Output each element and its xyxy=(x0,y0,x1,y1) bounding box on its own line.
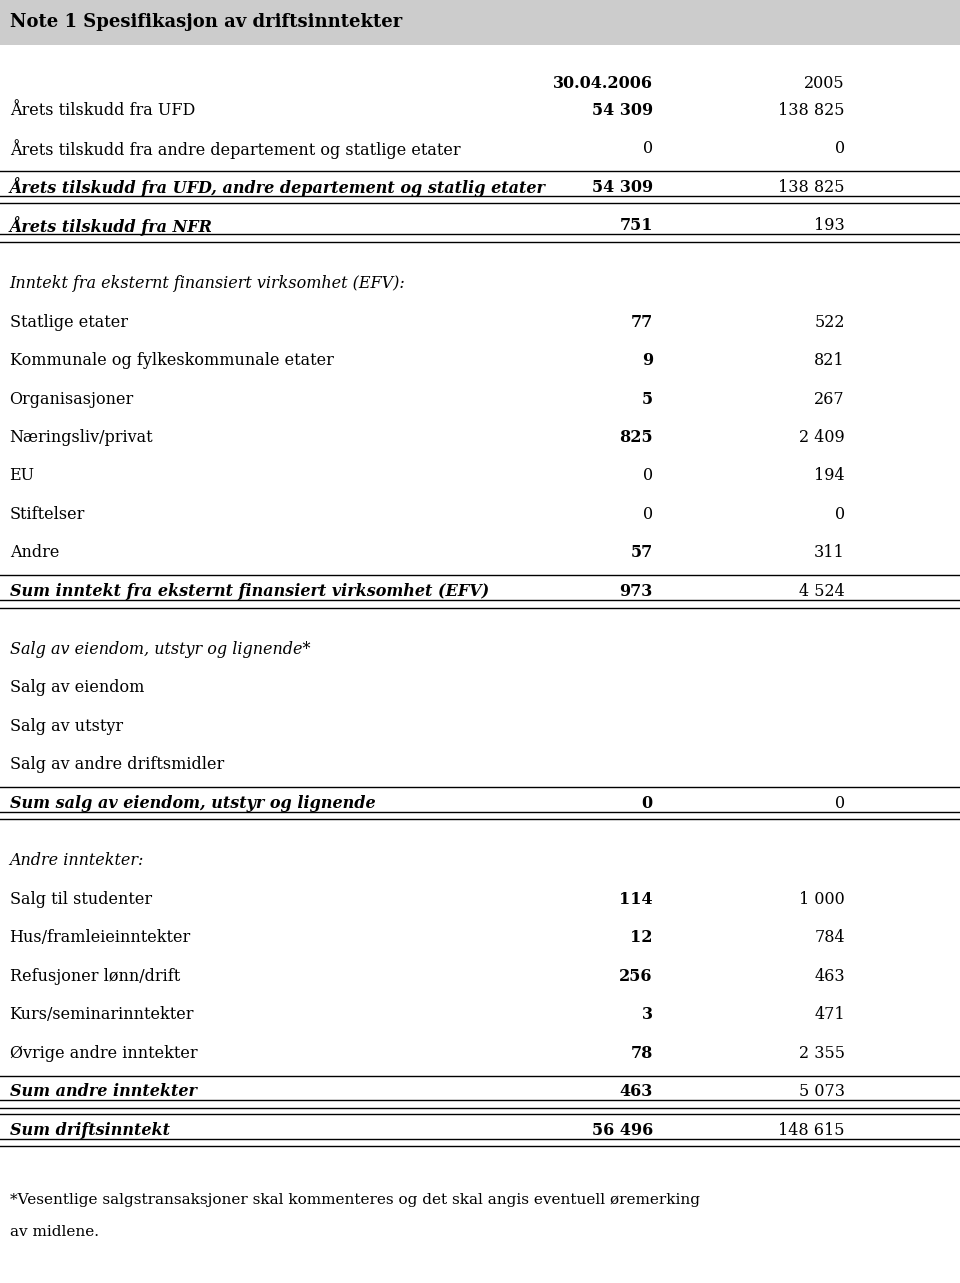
FancyBboxPatch shape xyxy=(0,0,960,45)
Text: 148 615: 148 615 xyxy=(779,1121,845,1139)
Text: Refusjoner lønn/drift: Refusjoner lønn/drift xyxy=(10,967,180,985)
Text: Statlige etater: Statlige etater xyxy=(10,313,128,331)
Text: Salg til studenter: Salg til studenter xyxy=(10,890,152,908)
Text: 471: 471 xyxy=(814,1006,845,1024)
Text: 0: 0 xyxy=(642,506,653,523)
Text: Årets tilskudd fra UFD: Årets tilskudd fra UFD xyxy=(10,101,195,119)
Text: 0: 0 xyxy=(834,794,845,812)
Text: Hus/framleieinntekter: Hus/framleieinntekter xyxy=(10,929,191,947)
Text: 463: 463 xyxy=(814,967,845,985)
Text: 5: 5 xyxy=(641,390,653,408)
Text: 0: 0 xyxy=(642,140,653,158)
Text: Stiftelser: Stiftelser xyxy=(10,506,85,523)
Text: 193: 193 xyxy=(814,217,845,235)
Text: Øvrige andre inntekter: Øvrige andre inntekter xyxy=(10,1044,197,1062)
Text: Årets tilskudd fra NFR: Årets tilskudd fra NFR xyxy=(10,216,212,236)
Text: Inntekt fra eksternt finansiert virksomhet (EFV):: Inntekt fra eksternt finansiert virksomh… xyxy=(10,275,405,293)
Text: Sum driftsinntekt: Sum driftsinntekt xyxy=(10,1121,170,1139)
Text: Salg av eiendom: Salg av eiendom xyxy=(10,679,144,697)
Text: 56 496: 56 496 xyxy=(591,1121,653,1139)
Text: EU: EU xyxy=(10,467,35,485)
Text: 54 309: 54 309 xyxy=(591,178,653,196)
Text: 9: 9 xyxy=(641,352,653,370)
Text: Kommunale og fylkeskommunale etater: Kommunale og fylkeskommunale etater xyxy=(10,352,333,370)
Text: Årets tilskudd fra andre departement og statlige etater: Årets tilskudd fra andre departement og … xyxy=(10,139,460,159)
Text: Andre: Andre xyxy=(10,544,59,562)
Text: 0: 0 xyxy=(834,140,845,158)
Text: 138 825: 138 825 xyxy=(779,178,845,196)
Text: Kurs/seminarinntekter: Kurs/seminarinntekter xyxy=(10,1006,194,1024)
Text: Andre inntekter:: Andre inntekter: xyxy=(10,852,144,870)
Text: Sum inntekt fra eksternt finansiert virksomhet (EFV): Sum inntekt fra eksternt finansiert virk… xyxy=(10,582,489,600)
Text: Salg av utstyr: Salg av utstyr xyxy=(10,717,123,735)
Text: 751: 751 xyxy=(619,217,653,235)
Text: 0: 0 xyxy=(642,467,653,485)
Text: 77: 77 xyxy=(631,313,653,331)
Text: 463: 463 xyxy=(619,1083,653,1101)
Text: 3: 3 xyxy=(642,1006,653,1024)
Text: 2 355: 2 355 xyxy=(799,1044,845,1062)
Text: 138 825: 138 825 xyxy=(779,101,845,119)
Text: 256: 256 xyxy=(619,967,653,985)
Text: 311: 311 xyxy=(814,544,845,562)
Text: 78: 78 xyxy=(631,1044,653,1062)
Text: 4 524: 4 524 xyxy=(799,582,845,600)
Text: 973: 973 xyxy=(619,582,653,600)
Text: 2005: 2005 xyxy=(804,74,845,92)
Text: av midlene.: av midlene. xyxy=(10,1225,99,1239)
Text: Sum andre inntekter: Sum andre inntekter xyxy=(10,1083,197,1101)
Text: 522: 522 xyxy=(814,313,845,331)
Text: 114: 114 xyxy=(619,890,653,908)
Text: 30.04.2006: 30.04.2006 xyxy=(553,74,653,92)
Text: Årets tilskudd fra UFD, andre departement og statlig etater: Årets tilskudd fra UFD, andre departemen… xyxy=(10,177,545,198)
Text: 825: 825 xyxy=(619,429,653,446)
Text: Næringsliv/privat: Næringsliv/privat xyxy=(10,429,154,446)
Text: Note 1 Spesifikasjon av driftsinntekter: Note 1 Spesifikasjon av driftsinntekter xyxy=(10,13,402,32)
Text: 194: 194 xyxy=(814,467,845,485)
Text: 784: 784 xyxy=(814,929,845,947)
Text: Salg av eiendom, utstyr og lignende*: Salg av eiendom, utstyr og lignende* xyxy=(10,640,310,658)
Text: 267: 267 xyxy=(814,390,845,408)
Text: *Vesentlige salgstransaksjoner skal kommenteres og det skal angis eventuell ørem: *Vesentlige salgstransaksjoner skal komm… xyxy=(10,1193,700,1206)
Text: 821: 821 xyxy=(814,352,845,370)
Text: 57: 57 xyxy=(631,544,653,562)
Text: 0: 0 xyxy=(641,794,653,812)
Text: Sum salg av eiendom, utstyr og lignende: Sum salg av eiendom, utstyr og lignende xyxy=(10,794,375,812)
Text: 54 309: 54 309 xyxy=(591,101,653,119)
Text: 0: 0 xyxy=(834,506,845,523)
Text: 5 073: 5 073 xyxy=(799,1083,845,1101)
Text: 1 000: 1 000 xyxy=(799,890,845,908)
Text: Organisasjoner: Organisasjoner xyxy=(10,390,133,408)
Text: 2 409: 2 409 xyxy=(799,429,845,446)
Text: 12: 12 xyxy=(631,929,653,947)
Text: Salg av andre driftsmidler: Salg av andre driftsmidler xyxy=(10,756,224,774)
